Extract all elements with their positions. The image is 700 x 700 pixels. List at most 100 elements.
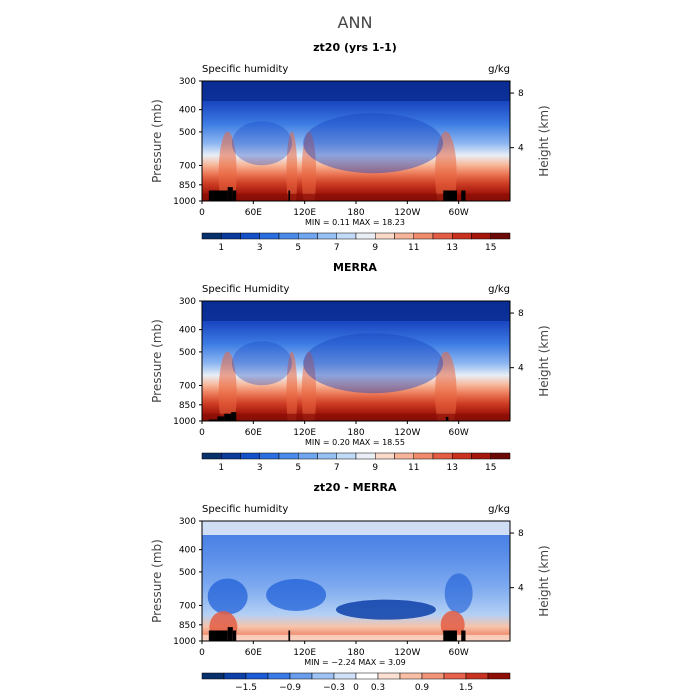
negative-anomaly [266, 578, 327, 611]
y-tick-label: 850 [179, 621, 196, 631]
colorbar-label: 0.9 [415, 683, 430, 693]
panel-variable-label: Specific humidity [202, 64, 288, 75]
y-tick-label: 850 [179, 181, 196, 191]
y-tick-label: 400 [179, 106, 196, 116]
y-tick-label: 500 [179, 348, 196, 358]
colorbar-swatch [317, 452, 337, 460]
colorbar-swatch [490, 232, 511, 240]
colorbar-swatch [201, 232, 222, 240]
colorbar-swatch [240, 232, 260, 240]
topography-block [461, 190, 466, 201]
right-tick-label: 4 [518, 364, 524, 374]
colorbar-swatch [421, 672, 445, 680]
topography-block [208, 630, 228, 641]
colorbar-swatch [355, 672, 379, 680]
x-tick-label: 120E [293, 648, 316, 658]
topography-block [227, 627, 233, 641]
panel-title: zt20 - MERRA [313, 481, 397, 494]
colorbar-swatch [278, 232, 299, 240]
surface-moist-band [202, 193, 510, 201]
panel-stats: MIN = 0.20 MAX = 18.55 [305, 438, 405, 447]
panel-title: MERRA [333, 261, 377, 274]
colorbar-swatch [377, 672, 401, 680]
colorbar-swatch [289, 672, 313, 680]
x-tick-label: 120E [293, 428, 316, 438]
colorbar-swatch [394, 452, 414, 460]
topography-block [208, 419, 218, 421]
x-tick-label: 0 [199, 208, 205, 218]
topography-block [232, 630, 237, 641]
y-tick-label: 400 [179, 546, 196, 556]
colorbar-swatch [487, 672, 511, 680]
x-tick-label: 60W [448, 208, 468, 218]
panel-variable-label: Specific Humidity [202, 284, 290, 295]
y-tick-label: 700 [179, 601, 196, 611]
moist-plume [301, 351, 317, 421]
colorbar-swatch [221, 452, 241, 460]
colorbar-label: 11 [408, 463, 419, 473]
colorbar-label: 7 [334, 243, 340, 253]
right-tick-label: 4 [518, 584, 524, 594]
topography-block [443, 190, 457, 201]
colorbar-label: 15 [485, 463, 496, 473]
x-tick-label: 60E [245, 428, 262, 438]
colorbar-label: 13 [447, 243, 458, 253]
y-axis-label: Pressure (mb) [150, 539, 164, 623]
y-tick-label: 700 [179, 161, 196, 171]
y-tick-label: 850 [179, 401, 196, 411]
colorbar-swatch [394, 232, 414, 240]
moist-plume [301, 131, 317, 201]
x-tick-label: 180 [347, 428, 364, 438]
colorbar-label: 1 [218, 243, 224, 253]
x-tick-label: 60W [448, 428, 468, 438]
right-tick-label: 4 [518, 144, 524, 154]
colorbar-label: 5 [295, 243, 301, 253]
moist-plume [286, 351, 298, 421]
topography-block [224, 413, 232, 421]
colorbar-swatch [201, 672, 225, 680]
moist-plume [286, 131, 298, 201]
upper-dry-band [202, 81, 510, 101]
y-tick-label: 1000 [173, 637, 196, 647]
x-tick-label: 120W [394, 208, 420, 218]
plot-area [202, 81, 510, 201]
negative-anomaly [444, 573, 473, 614]
colorbar-swatch [267, 672, 291, 680]
topography-block [443, 630, 457, 641]
colorbar-swatch [311, 672, 335, 680]
colorbar-swatch [432, 452, 453, 460]
colorbar-swatch [471, 452, 491, 460]
colorbar-swatch [259, 232, 280, 240]
dry-region [231, 341, 292, 386]
colorbar-swatch [355, 452, 376, 460]
colorbar-label: 0 [353, 683, 359, 693]
colorbar-label: 11 [408, 243, 419, 253]
colorbar-swatch [336, 452, 357, 460]
panel-title: zt20 (yrs 1-1) [313, 41, 397, 54]
colorbar-swatch [278, 452, 299, 460]
colorbar-label: 1.5 [459, 683, 473, 693]
topography-block [217, 416, 225, 421]
colorbar-label: 13 [447, 463, 458, 473]
y-axis-label-right: Height (km) [537, 325, 551, 396]
right-tick-label: 8 [518, 89, 524, 99]
topography-block [231, 412, 237, 421]
colorbar-label: −0.9 [279, 683, 301, 693]
moist-plume [218, 351, 237, 421]
y-tick-label: 300 [179, 517, 196, 527]
negative-anomaly [207, 578, 248, 615]
y-axis-label-right: Height (km) [537, 545, 551, 616]
topography-block [232, 190, 237, 201]
x-tick-label: 0 [199, 428, 205, 438]
plot-area [202, 301, 510, 421]
surface-anomaly-band [202, 634, 510, 641]
topography-block [227, 187, 233, 201]
colorbar-swatch [399, 672, 423, 680]
panel-stats: MIN = −2.24 MAX = 3.09 [304, 658, 406, 667]
y-tick-label: 1000 [173, 197, 196, 207]
colorbar-label: −0.3 [323, 683, 345, 693]
panel-stats: MIN = 0.11 MAX = 18.23 [305, 218, 405, 227]
colorbar-swatch [452, 452, 472, 460]
colorbar-swatch [413, 232, 434, 240]
